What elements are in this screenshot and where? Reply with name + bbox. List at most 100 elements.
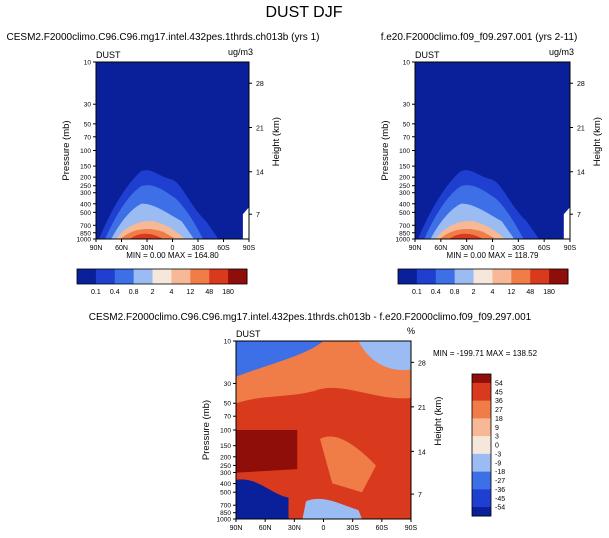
left-string: DUST <box>415 50 440 60</box>
y-tick-label: 400 <box>399 201 410 208</box>
panel-title: CESM2.F2000climo.C96.C96.mg17.intel.432p… <box>7 32 320 43</box>
colorbar-label: 48 <box>205 289 213 296</box>
y-tick-label: 300 <box>220 470 231 477</box>
colorbar-box <box>152 269 172 284</box>
colorbar-box <box>472 436 491 446</box>
contour-red <box>449 233 484 239</box>
y-tick-label: 70 <box>403 134 411 141</box>
colorbar-box <box>472 382 491 393</box>
x-tick-label: 90N <box>230 525 243 532</box>
colorbar-box <box>473 269 493 284</box>
colorbar-box <box>472 374 491 384</box>
y-tick-label: 500 <box>80 210 91 217</box>
x-tick-label: 60S <box>217 245 230 252</box>
y-tick-label: 850 <box>80 230 91 237</box>
x-tick-label: 90S <box>564 245 577 252</box>
contour-upper-right <box>358 341 411 371</box>
y-tick-label: 850 <box>399 230 410 237</box>
y-right-label: Height (km) <box>592 117 603 166</box>
height-tick-label: 28 <box>418 360 426 367</box>
y-tick-label: 30 <box>84 102 92 109</box>
y-tick-label: 700 <box>80 223 91 230</box>
colorbar-box <box>171 269 191 284</box>
colorbar-box <box>190 269 210 284</box>
y-right-label: Height (km) <box>271 117 282 166</box>
missing-data <box>563 207 570 239</box>
colorbar-label: -27 <box>495 478 505 485</box>
plot-field <box>415 62 570 239</box>
colorbar-frame <box>471 373 492 517</box>
colorbar-box <box>472 400 491 410</box>
colorbar-box <box>228 269 248 284</box>
x-tick-label: 60S <box>538 245 551 252</box>
panel-title: CESM2.F2000climo.C96.C96.mg17.intel.432p… <box>89 312 532 323</box>
chart-panel-1: CESM2.F2000climo.C96.C96.mg17.intel.432p… <box>7 32 320 296</box>
chart-panel-2: f.e20.F2000climo.f09_f09.297.001 (yrs 2-… <box>380 32 603 296</box>
contour-lower-blue <box>236 479 289 519</box>
y-tick-label: 250 <box>220 463 231 470</box>
y-tick-label: 300 <box>80 190 91 197</box>
colorbar-box <box>209 269 229 284</box>
colorbar-box <box>472 498 491 508</box>
contour-dark-red <box>236 430 298 473</box>
x-tick-label: 30S <box>512 245 525 252</box>
x-tick-label: 30S <box>192 245 205 252</box>
colorbar-label: 54 <box>495 380 503 387</box>
height-tick-label: 21 <box>577 125 585 132</box>
x-tick-label: 60N <box>115 245 128 252</box>
colorbar-box <box>472 427 491 437</box>
y-tick-label: 200 <box>220 454 231 461</box>
colorbar-label: 2 <box>151 289 155 296</box>
x-tick-label: 60N <box>259 525 272 532</box>
colorbar-label: 0.1 <box>412 289 422 296</box>
y-tick-label: 700 <box>220 503 231 510</box>
colorbar-box <box>454 269 475 284</box>
y-tick-label: 70 <box>224 414 232 421</box>
colorbar-box <box>549 269 569 284</box>
y-tick-label: 100 <box>399 148 410 155</box>
colorbar-box <box>95 269 116 284</box>
colorbar-label: -45 <box>495 496 505 503</box>
colorbar-label: -36 <box>495 487 505 494</box>
units-label: % <box>407 326 415 336</box>
y-tick-label: 400 <box>80 201 91 208</box>
x-tick-label: 0 <box>322 525 326 532</box>
y-tick-label: 10 <box>224 339 232 346</box>
height-tick-label: 7 <box>256 212 260 219</box>
y-tick-label: 50 <box>403 121 411 128</box>
colorbar-box <box>472 489 491 499</box>
height-tick-label: 7 <box>418 492 422 499</box>
colorbar-frame <box>397 268 569 285</box>
min-max-text: MIN = 0.00 MAX = 118.79 <box>447 251 539 260</box>
colorbar-box <box>114 269 135 284</box>
colorbar-label: 0.4 <box>431 289 441 296</box>
colorbar-box <box>77 269 97 284</box>
colorbar-box <box>435 269 456 284</box>
contour-lower-light <box>302 498 362 519</box>
y-tick-label: 10 <box>403 60 411 67</box>
colorbar-label: 0.4 <box>110 289 120 296</box>
y-right-label: Height (km) <box>433 397 444 446</box>
y-axis-label: Pressure (mb) <box>380 120 391 180</box>
y-tick-label: 100 <box>80 148 91 155</box>
y-tick-label: 250 <box>399 183 410 190</box>
height-tick-label: 21 <box>418 405 426 412</box>
y-tick-label: 700 <box>399 223 410 230</box>
min-max-text: MIN = 0.00 MAX = 164.80 <box>126 251 219 260</box>
x-tick-label: 30S <box>346 525 359 532</box>
colorbar-box <box>416 269 437 284</box>
colorbar-label: -18 <box>495 469 505 476</box>
x-tick-label: 90S <box>405 525 418 532</box>
min-max-text: MIN = -199.71 MAX = 138.52 <box>433 349 538 358</box>
colorbar-label: 4 <box>169 289 173 296</box>
x-tick-label: 60N <box>434 245 447 252</box>
x-tick-label: 90N <box>90 245 103 252</box>
height-tick-label: 14 <box>418 449 426 456</box>
y-tick-label: 1000 <box>77 237 92 244</box>
colorbar-label: 36 <box>495 398 503 405</box>
colorbar-box <box>398 269 418 284</box>
y-tick-label: 70 <box>84 134 92 141</box>
units-label: ug/m3 <box>549 47 574 57</box>
y-tick-label: 1000 <box>217 517 232 524</box>
y-tick-label: 50 <box>224 401 232 408</box>
